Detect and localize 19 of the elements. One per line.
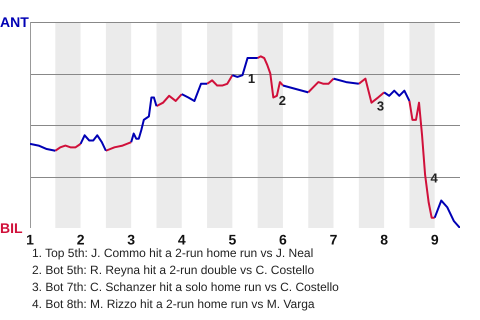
text: BIL — [0, 220, 23, 236]
x-tick-label: 5 — [228, 231, 236, 248]
x-tick-label: 9 — [430, 231, 439, 248]
annotation: 1 — [248, 70, 256, 86]
text: 1. Top 5th: J. Commo hit a 2-run home run vs J. Neal — [32, 246, 314, 260]
x-tick-label: 6 — [279, 231, 288, 248]
text: 3. Bot 7th: C. Schanzer hit a solo home run vs C. Costello — [32, 279, 339, 296]
text: 4. Bot 8th: M. Rizzo hit a 2-run home run vs M. Varga — [32, 296, 316, 313]
annotation: 2 — [278, 93, 286, 108]
x-tick-label: 8 — [380, 231, 388, 248]
annotation: 4 — [430, 170, 438, 186]
text: 2. Bot 5th: R. Reyna hit a 2-run double vs C. Costello — [32, 262, 316, 279]
x-tick-label: 3 — [127, 231, 136, 248]
x-tick-label: 4 — [178, 231, 186, 248]
text: ANT — [0, 14, 29, 30]
annotation: 3 — [376, 98, 384, 114]
x-tick-label: 1 — [26, 231, 34, 248]
x-tick-label: 2 — [76, 231, 85, 248]
x-tick-label: 7 — [330, 231, 338, 248]
